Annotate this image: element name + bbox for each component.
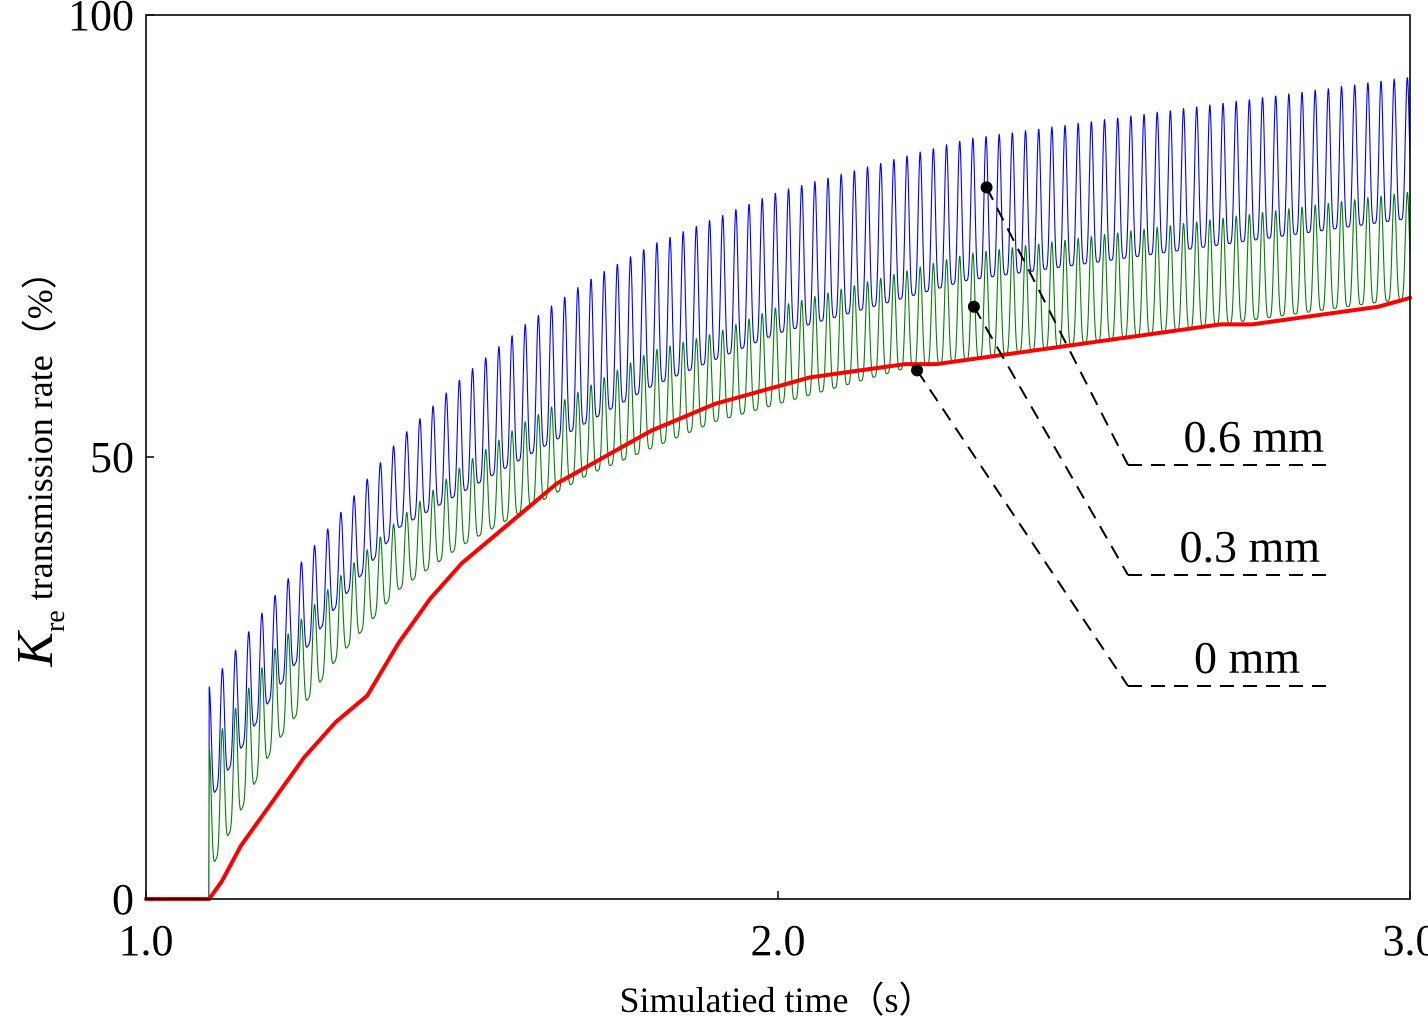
y-tick-label: 100	[68, 0, 134, 40]
annotation-marker	[980, 181, 993, 194]
series-line-0-mm	[144, 295, 1412, 901]
tick-layer: 1.0 2.0 3.0 0 50 100	[68, 0, 1428, 965]
series-line-0-3-mm	[145, 192, 1411, 900]
annotation-label: 0 mm	[1194, 632, 1300, 683]
annotation-0-3-mm: 0.3 mm	[967, 300, 1326, 576]
y-axis-subscript: re	[40, 610, 71, 632]
x-axis-title: Simulatied time（s）	[620, 980, 935, 1020]
annotation-marker	[911, 364, 924, 377]
y-axis-text: transmission rate（%）	[20, 253, 60, 600]
series-line-0-6-mm	[145, 77, 1411, 900]
annotation-layer: 0.6 mm 0.3 mm 0 mm	[911, 181, 1326, 687]
annotation-label: 0.3 mm	[1179, 521, 1320, 572]
annotation-leader	[916, 369, 1129, 687]
y-tick-label: 0	[112, 875, 134, 924]
y-tick-label: 50	[90, 433, 134, 482]
annotation-leader	[973, 306, 1129, 576]
annotation-marker	[967, 300, 980, 313]
x-tick-label: 3.0	[1383, 916, 1428, 965]
x-tick-label: 2.0	[751, 916, 806, 965]
series-layer	[144, 77, 1412, 901]
annotation-leader	[985, 186, 1129, 466]
annotation-0-6-mm: 0.6 mm	[980, 181, 1326, 466]
annotation-0-mm: 0 mm	[911, 364, 1326, 687]
x-tick-label: 1.0	[119, 916, 174, 965]
y-axis-title: Kre transmission rate（%）	[7, 253, 71, 667]
y-axis-symbol: K	[7, 630, 64, 668]
annotation-label: 0.6 mm	[1183, 411, 1324, 462]
